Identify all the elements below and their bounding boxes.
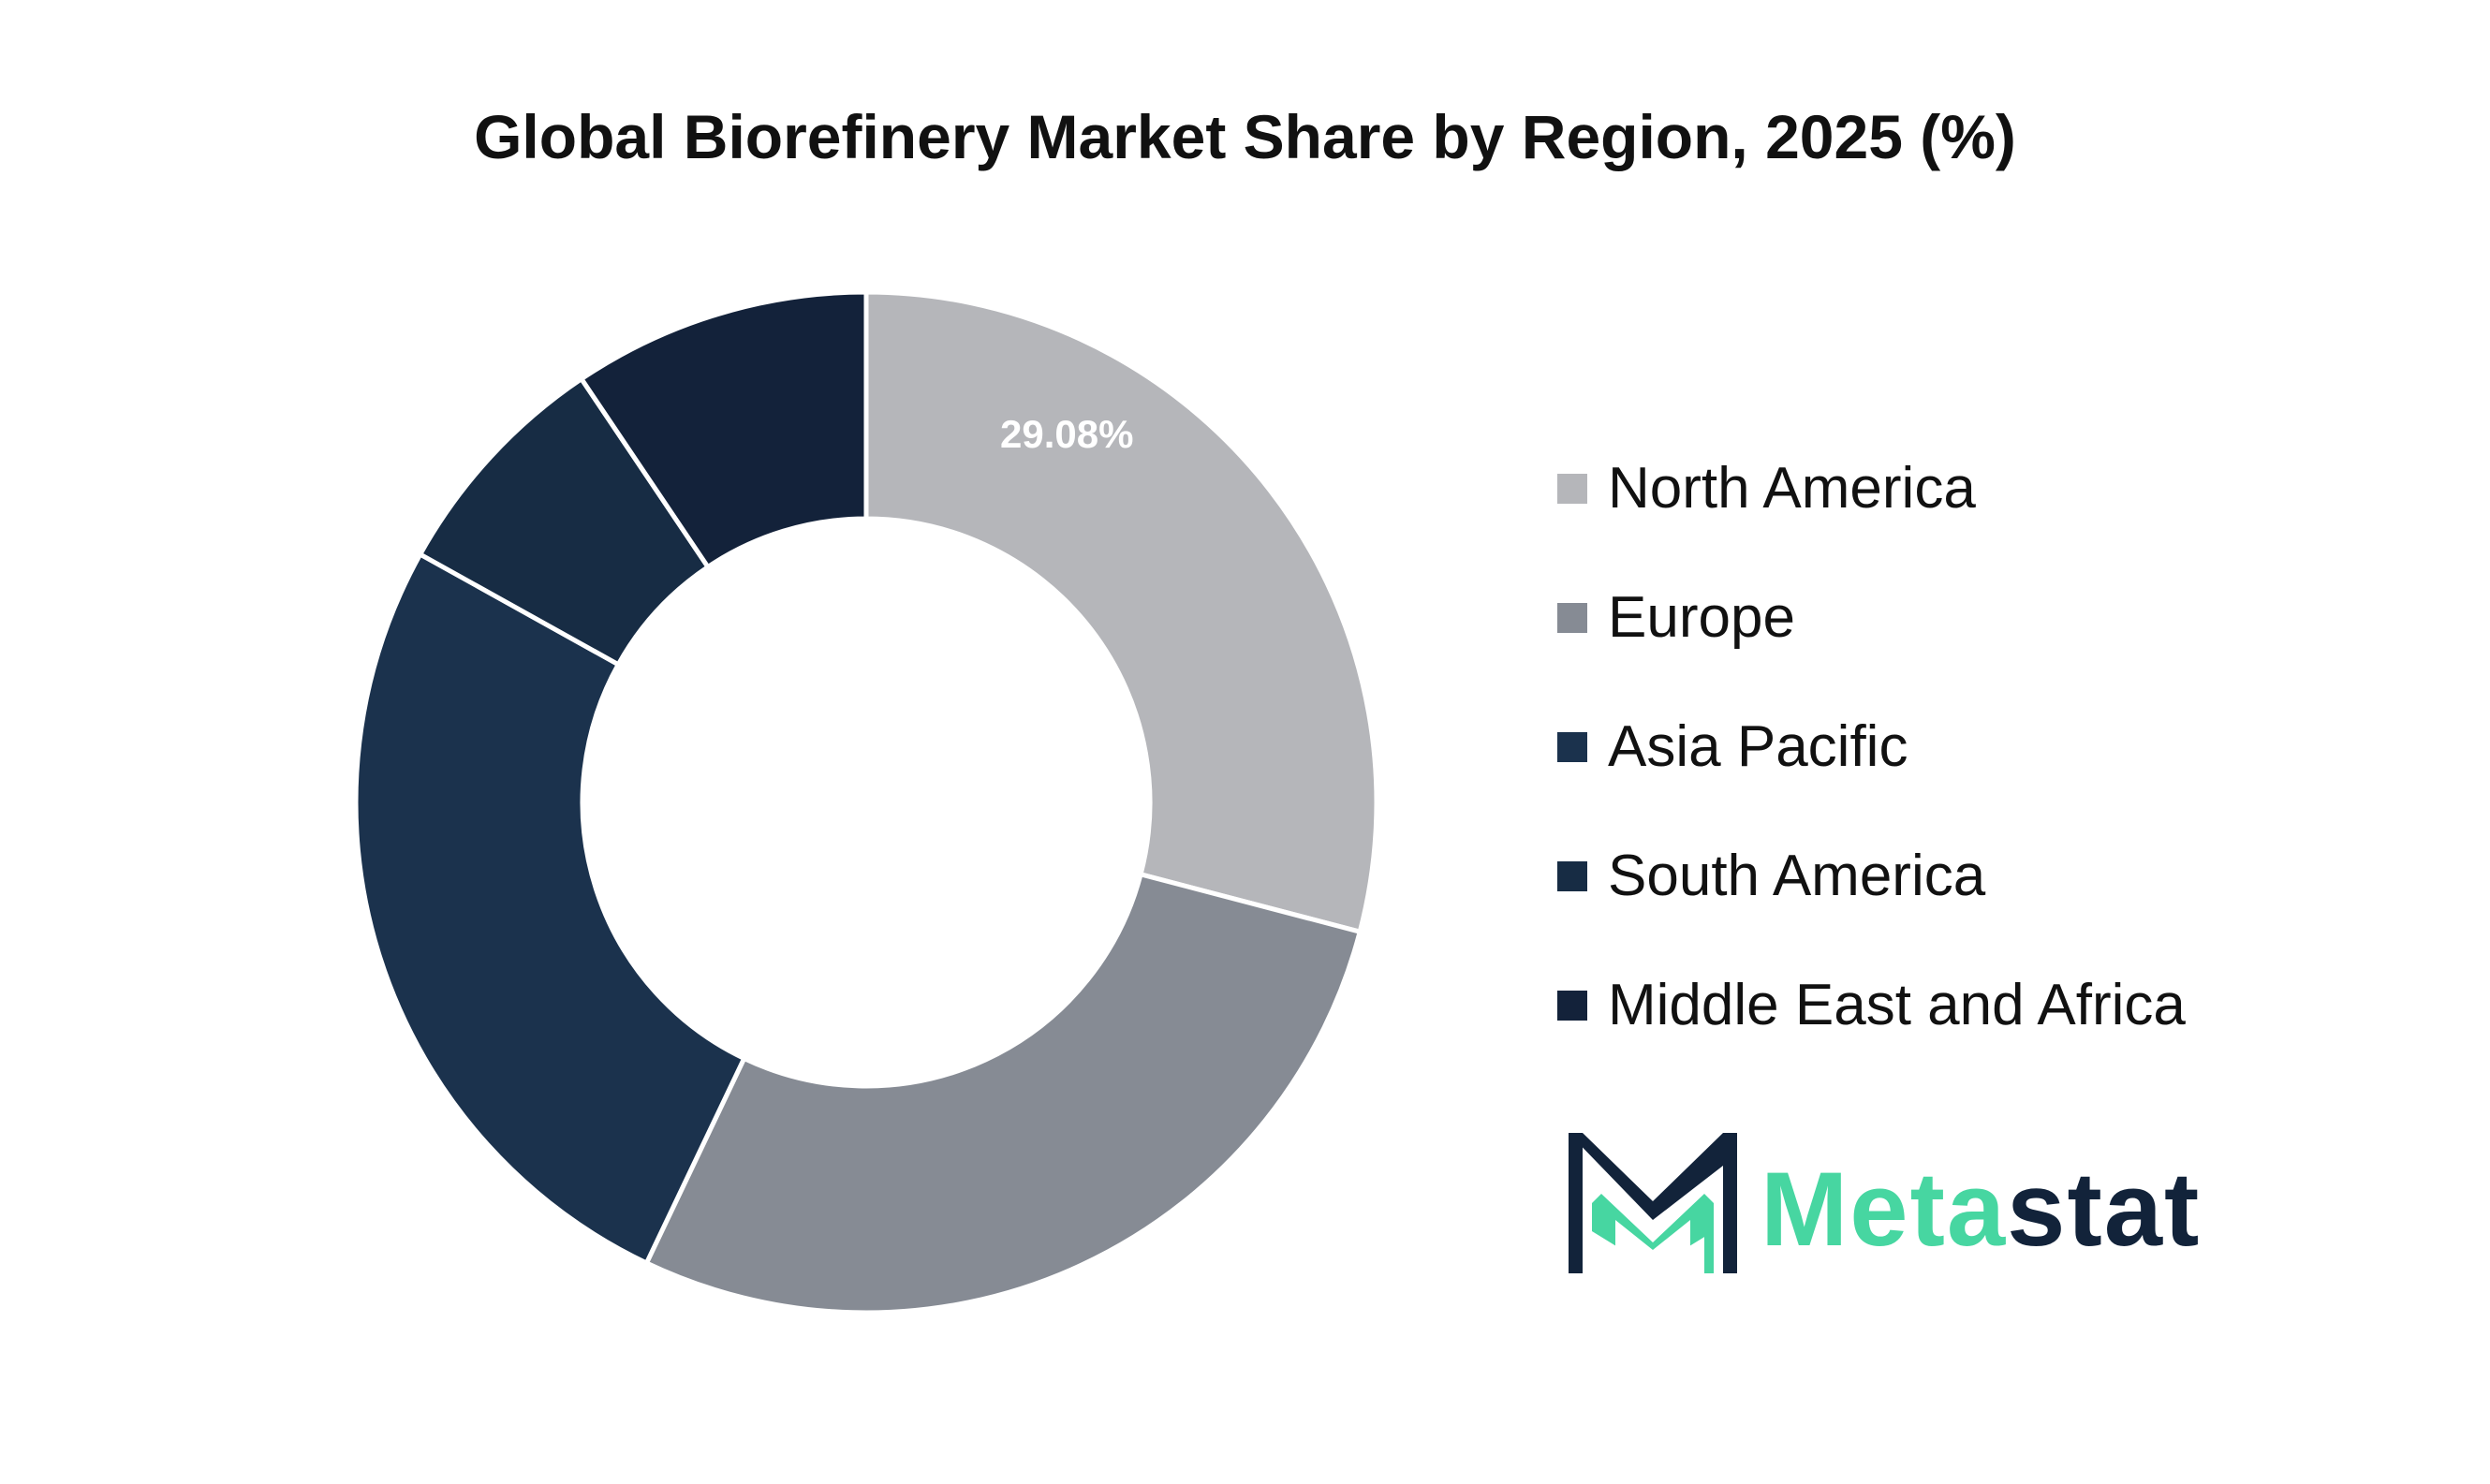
- donut-slice-middle-east-and-africa: [578, 289, 869, 571]
- legend-label: Europe: [1608, 585, 1795, 650]
- legend-swatch: [1557, 861, 1587, 891]
- metastat-logo-icon: [1569, 1133, 1737, 1273]
- legend-swatch: [1557, 474, 1587, 504]
- legend-label: Asia Pacific: [1608, 714, 1908, 779]
- chart-title: Global Biorefinery Market Share by Regio…: [474, 102, 2016, 171]
- donut-slice-europe: [643, 871, 1363, 1315]
- legend-swatch: [1557, 603, 1587, 633]
- legend-label: North America: [1608, 456, 1976, 521]
- legend-swatch: [1557, 732, 1587, 762]
- donut-chart: 29.08%: [353, 289, 1379, 1315]
- logo-text-part-b: stat: [2007, 1151, 2202, 1268]
- logo-text-part-a: Meta: [1761, 1151, 2008, 1268]
- donut-slice-north-america: [863, 289, 1379, 935]
- metastat-logo-text: Metastat: [1761, 1149, 2201, 1270]
- slice-data-label: 29.08%: [1000, 412, 1133, 456]
- legend-label: South America: [1608, 844, 1986, 908]
- legend-swatch: [1557, 991, 1587, 1021]
- legend-label: Middle East and Africa: [1608, 973, 2186, 1037]
- donut-slice-asia-pacific: [353, 551, 747, 1267]
